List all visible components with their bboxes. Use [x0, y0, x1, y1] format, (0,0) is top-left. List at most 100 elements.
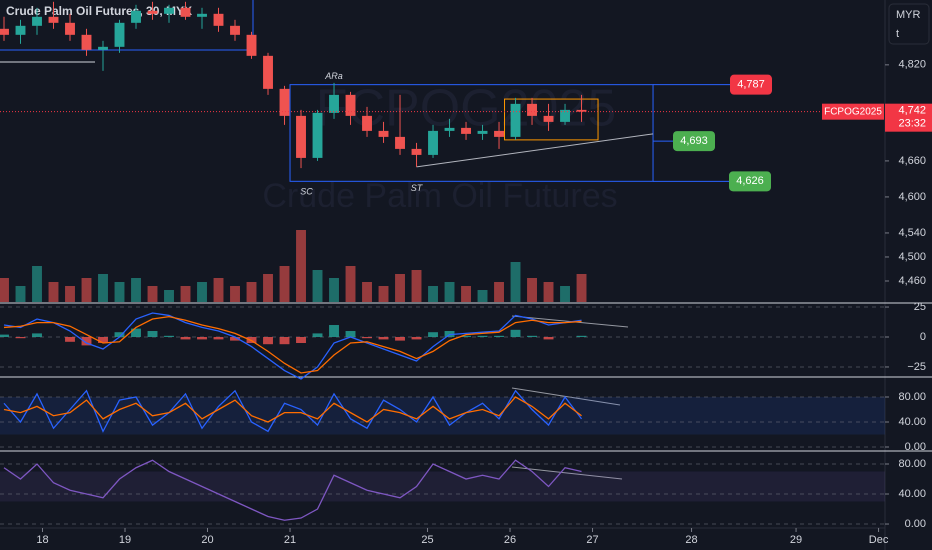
volume-bar	[461, 286, 471, 302]
volume-bar	[395, 274, 405, 302]
y-tick-label: 4,540	[898, 227, 926, 239]
candle-body	[576, 109, 587, 112]
histogram-bar	[395, 337, 405, 341]
histogram-bar	[296, 337, 306, 343]
annotation: SC	[300, 187, 313, 197]
volume-bar	[576, 274, 587, 302]
histogram-bar	[164, 335, 174, 338]
x-tick-label: 27	[586, 534, 598, 546]
y-tick-label: 0.00	[905, 441, 926, 453]
histogram-bar	[477, 335, 488, 338]
candle-body	[164, 7, 174, 14]
chart-title: Crude Palm Oil Futures, 30, MYX	[6, 4, 192, 18]
volume-bar	[279, 266, 290, 302]
volume-bar	[230, 286, 240, 302]
indicator-band	[0, 471, 885, 502]
volume-bar	[527, 278, 537, 302]
indicator-band	[0, 397, 885, 435]
x-tick-label: 28	[685, 534, 697, 546]
y-tick-label: 25	[914, 301, 926, 313]
candle-body	[461, 127, 471, 134]
candle-body	[411, 148, 422, 155]
histogram-bar	[65, 337, 75, 342]
x-tick-label: 18	[36, 534, 48, 546]
histogram-bar	[312, 333, 323, 338]
candle-body	[444, 127, 455, 131]
y-tick-label: −25	[907, 361, 926, 373]
drawing-box	[504, 98, 599, 141]
volume-bar	[98, 274, 108, 302]
histogram-bar	[461, 335, 471, 338]
histogram-bar	[230, 337, 240, 341]
volume-bar	[296, 230, 306, 302]
candle-body	[279, 88, 290, 116]
candle-body	[32, 16, 42, 26]
countdown: 23:32	[898, 118, 926, 130]
candle-body	[147, 10, 158, 14]
divergence-line	[511, 466, 623, 480]
candle-body	[345, 94, 356, 116]
volume-bar	[411, 270, 422, 302]
y-tick-label: 80.00	[898, 391, 926, 403]
indicator-line	[3, 396, 582, 423]
candle-body	[510, 103, 521, 137]
volume-bar	[48, 282, 59, 302]
level-label-box	[729, 171, 771, 192]
histogram-bar	[527, 335, 537, 338]
y-tick-label: 40.00	[898, 488, 926, 500]
y-tick-label: 4,500	[898, 251, 926, 263]
volume-bar	[444, 282, 455, 302]
divergence-line	[511, 387, 621, 406]
volume-bar	[164, 290, 174, 302]
volume-bar	[477, 290, 488, 302]
histogram-bar	[411, 337, 422, 340]
volume-bar	[213, 278, 224, 302]
histogram-bar	[510, 329, 521, 338]
candle-body	[378, 130, 389, 137]
symbol-label: FCPOG2025	[824, 106, 882, 117]
volume-bar	[378, 286, 389, 302]
candle-body	[527, 103, 537, 116]
x-tick-label: 26	[504, 534, 516, 546]
volume-bar	[329, 278, 339, 302]
volume-bar	[65, 286, 75, 302]
indicator-line	[3, 459, 582, 521]
histogram-bar	[543, 337, 554, 340]
level-label: 4,693	[680, 135, 708, 147]
candle-body	[246, 34, 257, 56]
candle-body	[263, 55, 273, 89]
candle-body	[65, 22, 75, 35]
candle-body	[477, 130, 488, 134]
y-tick-label: 0.00	[905, 518, 926, 530]
volume-bar	[543, 282, 554, 302]
currency-box[interactable]	[888, 3, 930, 45]
volume-bar	[312, 270, 323, 302]
indicator-line	[3, 312, 582, 380]
histogram-bar	[147, 331, 158, 338]
candle-body	[312, 112, 323, 158]
histogram-bar	[213, 337, 224, 340]
volume-bar	[131, 278, 141, 302]
candle-body	[81, 34, 92, 50]
x-tick-label: 21	[284, 534, 296, 546]
histogram-bar	[345, 331, 356, 338]
y-tick-label: 40.00	[898, 416, 926, 428]
candle-body	[362, 115, 372, 131]
x-tick-label: 29	[790, 534, 802, 546]
candle-body	[494, 130, 504, 137]
level-label-box	[730, 74, 772, 95]
candle-body	[48, 16, 59, 23]
annotation: ST	[411, 183, 424, 193]
histogram-bar	[15, 337, 26, 339]
candle-body	[560, 109, 570, 122]
histogram-bar	[362, 337, 372, 339]
candle-body	[0, 28, 9, 35]
candle-body	[131, 10, 141, 23]
histogram-bar	[494, 335, 504, 338]
volume-bar	[510, 262, 521, 302]
candle-body	[180, 7, 191, 17]
histogram-bar	[329, 325, 339, 338]
histogram-bar	[114, 332, 125, 338]
candle-body	[98, 46, 108, 50]
